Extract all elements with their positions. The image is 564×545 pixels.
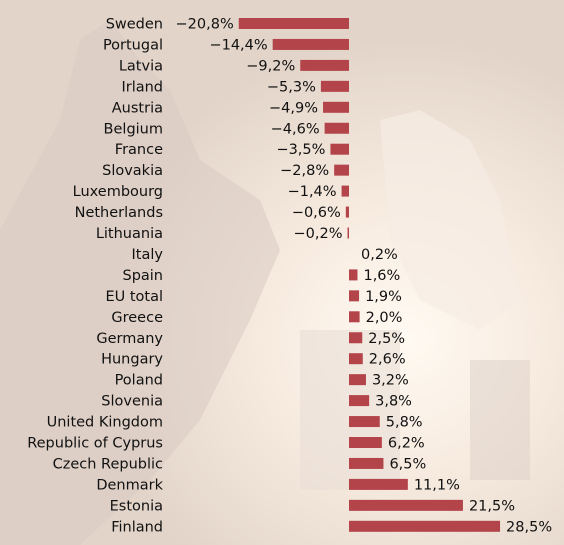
category-label: United Kingdom: [47, 415, 163, 431]
value-label: −4,9%: [269, 100, 318, 116]
value-label: 21,5%: [469, 498, 515, 514]
bar: [349, 437, 382, 448]
category-label: Finland: [111, 519, 163, 535]
bar: [334, 164, 349, 176]
value-label: −2,8%: [280, 163, 329, 179]
bar: [349, 520, 501, 532]
category-label: Netherlands: [75, 205, 163, 221]
value-label: 11,1%: [414, 477, 460, 493]
category-label: Belgium: [104, 121, 163, 137]
category-label: Sweden: [106, 17, 163, 33]
bar: [341, 185, 349, 197]
category-label: Slovenia: [101, 394, 163, 410]
bar: [330, 143, 349, 155]
category-label: Luxembourg: [73, 184, 163, 200]
value-label: −0,6%: [292, 205, 341, 221]
bar: [349, 478, 408, 490]
value-label: −14,4%: [209, 37, 267, 53]
category-label: France: [115, 142, 163, 158]
bar: [349, 269, 358, 281]
category-label: Poland: [115, 373, 163, 389]
category-label: Slovakia: [102, 163, 163, 179]
bar: [349, 290, 360, 302]
bar: [349, 311, 360, 323]
value-label: −0,2%: [294, 226, 343, 242]
value-label: −3,5%: [276, 142, 325, 158]
category-label: Denmark: [96, 477, 163, 493]
value-label: −20,8%: [176, 17, 234, 33]
category-label: Germany: [96, 331, 163, 347]
value-label: 1,9%: [365, 289, 402, 305]
bar: [349, 416, 380, 428]
bar: [347, 227, 349, 239]
category-label: Greece: [111, 310, 163, 326]
bar: [349, 374, 366, 386]
bar: [349, 457, 384, 469]
value-label: 2,6%: [369, 352, 406, 368]
category-label: Italy: [132, 247, 164, 263]
value-label: −4,6%: [271, 121, 320, 137]
category-label: Portugal: [103, 37, 163, 53]
category-label: Estonia: [110, 498, 163, 514]
category-label: Lithuania: [96, 226, 163, 242]
category-label: Latvia: [119, 58, 163, 74]
bar: [324, 122, 349, 134]
value-label: 28,5%: [506, 519, 552, 535]
value-label: 6,5%: [389, 456, 426, 472]
value-label: 2,5%: [368, 331, 405, 347]
category-label: Spain: [122, 268, 163, 284]
bar: [300, 59, 349, 71]
bar: [272, 38, 349, 50]
value-label: −9,2%: [246, 58, 295, 74]
bar: [349, 395, 370, 407]
category-label: Austria: [112, 100, 163, 116]
bar: [323, 101, 349, 113]
value-label: 0,2%: [361, 247, 398, 263]
value-label: 5,8%: [386, 415, 423, 431]
value-label: 1,6%: [363, 268, 400, 284]
category-label: Hungary: [101, 352, 163, 368]
value-label: −1,4%: [288, 184, 337, 200]
value-label: −5,3%: [267, 79, 316, 95]
bar: [349, 332, 363, 344]
bar: [238, 18, 349, 29]
category-label: EU total: [105, 289, 163, 305]
bar: [349, 353, 363, 365]
bar: [320, 80, 349, 92]
value-label: 3,2%: [372, 373, 409, 389]
bar: [349, 499, 463, 511]
value-label: 2,0%: [366, 310, 403, 326]
value-label: 6,2%: [388, 436, 425, 452]
category-label: Irland: [121, 79, 163, 95]
value-label: 3,8%: [375, 394, 412, 410]
bar: [345, 206, 349, 218]
category-label: Czech Republic: [53, 456, 163, 472]
category-label: Republic of Cyprus: [27, 436, 163, 452]
